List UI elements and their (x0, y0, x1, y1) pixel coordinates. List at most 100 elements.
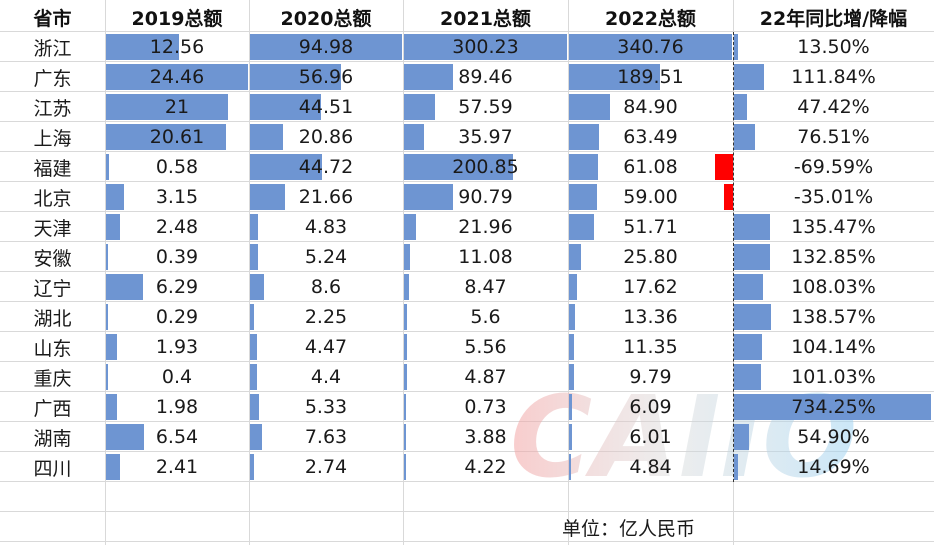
data-bar (569, 124, 600, 150)
value-cell: 2.25 (304, 306, 348, 328)
column-header: 2022总额 (605, 7, 696, 30)
data-bar (734, 394, 931, 420)
row-gridline (0, 511, 934, 512)
column-gridline (105, 0, 106, 545)
value-cell: 0.29 (155, 306, 199, 328)
data-bar (106, 184, 125, 210)
value-cell: 138.57% (791, 306, 876, 328)
data-bar (714, 154, 733, 180)
data-bar (106, 64, 248, 90)
data-bar (734, 214, 771, 240)
data-bar (404, 184, 454, 210)
value-cell: 20.61 (149, 126, 205, 148)
province-cell: 浙江 (33, 37, 72, 60)
value-cell: 44.72 (298, 156, 354, 178)
data-bar (250, 214, 258, 240)
value-cell: 21.96 (458, 216, 513, 238)
value-cell: 0.39 (155, 246, 199, 268)
value-cell: 0.58 (155, 156, 199, 178)
value-cell: 5.6 (470, 306, 501, 328)
province-cell: 福建 (33, 157, 72, 180)
value-cell: 21 (164, 96, 190, 118)
row-gridline (0, 271, 934, 272)
value-cell: 13.50% (797, 36, 870, 58)
value-cell: 11.35 (623, 336, 678, 358)
data-bar (734, 424, 749, 450)
column-header: 2021总额 (440, 7, 531, 30)
data-bar (106, 124, 226, 150)
value-cell: 5.33 (304, 396, 348, 418)
value-cell: 135.47% (791, 216, 876, 238)
data-bar (734, 34, 738, 60)
data-bar (250, 64, 342, 90)
data-bar (723, 184, 733, 210)
data-bar (106, 154, 110, 180)
data-bar (404, 394, 406, 420)
data-bar (404, 94, 436, 120)
data-bar (569, 454, 572, 480)
data-bar (404, 454, 407, 480)
value-cell: 2.74 (304, 456, 348, 478)
value-cell: 11.08 (458, 246, 513, 268)
value-cell: 2.48 (155, 216, 199, 238)
row-gridline (0, 31, 934, 32)
value-cell: -69.59% (793, 156, 874, 178)
province-cell: 辽宁 (33, 277, 72, 300)
row-gridline (0, 241, 934, 242)
province-cell: 上海 (33, 127, 72, 150)
province-cell: 天津 (33, 217, 72, 240)
data-bar (106, 304, 108, 330)
province-cell: 北京 (33, 187, 72, 210)
province-cell: 四川 (33, 457, 72, 480)
data-bar (734, 124, 755, 150)
value-cell: 9.79 (629, 366, 672, 388)
row-gridline (0, 181, 934, 182)
column-gridline (249, 0, 250, 545)
value-cell: 7.63 (304, 426, 348, 448)
data-bar (569, 334, 575, 360)
value-cell: 4.22 (464, 456, 507, 478)
data-bar (569, 424, 572, 450)
data-bar (250, 184, 285, 210)
data-bar (569, 34, 732, 60)
value-cell: 61.08 (623, 156, 678, 178)
data-bar (404, 34, 567, 60)
value-cell: 20.86 (298, 126, 354, 148)
row-gridline (0, 331, 934, 332)
value-cell: 1.93 (155, 336, 199, 358)
value-cell: 4.83 (304, 216, 348, 238)
value-cell: 47.42% (797, 96, 870, 118)
value-cell: 111.84% (791, 66, 876, 88)
data-bar (404, 154, 514, 180)
data-bar (106, 424, 144, 450)
value-cell: 84.90 (623, 96, 678, 118)
value-cell: 57.59 (458, 96, 513, 118)
data-bar (569, 94, 610, 120)
unit-note: 单位：亿人民币 (562, 518, 696, 540)
province-cell: 湖南 (33, 427, 72, 450)
data-bar (106, 334, 118, 360)
value-cell: 6.09 (629, 396, 672, 418)
data-bar (106, 454, 120, 480)
data-bar (404, 304, 408, 330)
value-cell: 0.73 (464, 396, 507, 418)
row-gridline (0, 361, 934, 362)
zero-axis (733, 32, 734, 482)
data-bar (734, 244, 770, 270)
value-cell: 63.49 (623, 126, 678, 148)
province-cell: 重庆 (33, 367, 72, 390)
province-cell: 湖北 (33, 307, 72, 330)
column-header: 2019总额 (131, 7, 223, 30)
data-bar (250, 424, 263, 450)
value-cell: 94.98 (298, 36, 354, 58)
data-bar (569, 64, 660, 90)
value-cell: 24.46 (149, 66, 205, 88)
value-cell: 8.6 (310, 276, 342, 298)
value-cell: 3.88 (464, 426, 507, 448)
data-bar (404, 364, 407, 390)
value-cell: 35.97 (458, 126, 513, 148)
data-bar (569, 394, 572, 420)
value-cell: 6.01 (629, 426, 672, 448)
row-gridline (0, 121, 934, 122)
value-cell: 5.24 (304, 246, 348, 268)
